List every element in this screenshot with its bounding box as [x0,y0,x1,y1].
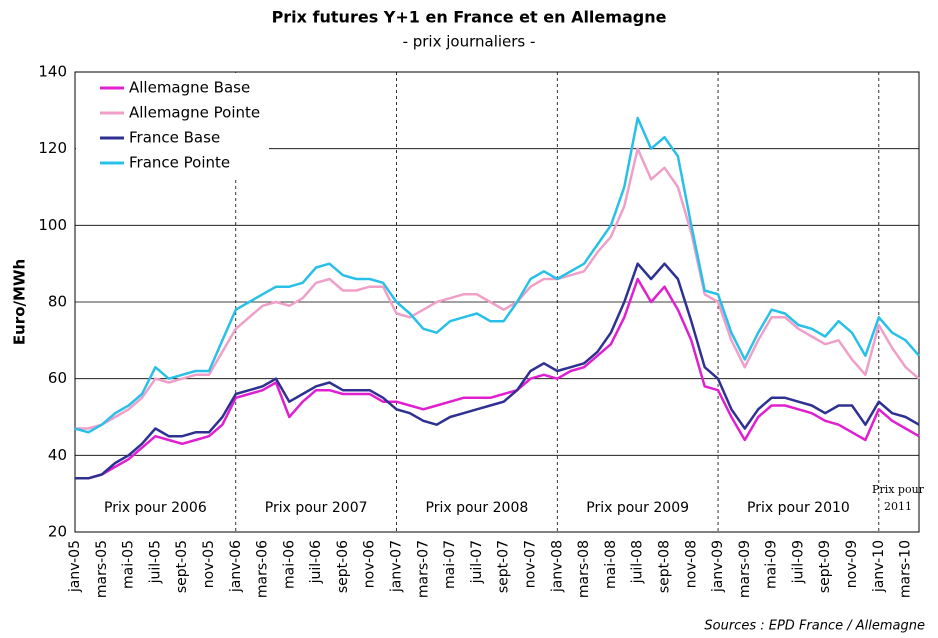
annotation: Prix pour 2008 [426,500,529,516]
series-line [75,147,920,430]
x-tick-label: janv-06 [228,540,244,593]
x-tick-label: nov-09 [844,540,860,588]
x-tick-label: juil-08 [630,540,646,584]
y-tick-label: 20 [48,523,67,541]
legend-label: France Pointe [129,154,230,172]
x-tick-label: mai-09 [764,540,780,589]
chart-subtitle: - prix journaliers - [403,33,536,51]
annotation: Prix pour 2007 [265,500,368,516]
legend-label: Allemagne Pointe [129,104,260,122]
x-tick-label: mars-05 [94,540,110,598]
x-tick-label: nov-05 [201,540,217,588]
x-tick-label: sept-06 [335,540,351,593]
chart-title: Prix futures Y+1 en France et en Allemag… [272,8,667,27]
annotation: Prix pour 2009 [586,500,689,516]
x-tick-label: sept-07 [496,540,512,593]
x-tick-label: janv-07 [389,540,405,593]
x-tick-label: sept-09 [817,540,833,593]
x-tick-label: mai-05 [121,540,137,589]
y-tick-label: 40 [48,446,67,464]
annotation: 2011 [884,500,912,513]
source: Sources : EPD France / Allemagne [704,619,925,634]
x-tick-label: mars-06 [255,540,271,598]
y-tick-label: 140 [38,63,67,81]
y-tick-label: 100 [38,216,67,234]
series-line [75,277,920,480]
annotation: Prix pour 2006 [104,500,207,516]
x-tick-label: janv-08 [549,540,565,593]
series-line [75,262,920,480]
legend-box [76,73,269,177]
x-tick-label: juil-07 [469,540,485,584]
x-tick-label: mai-06 [281,540,297,589]
x-tick-label: nov-07 [522,540,538,588]
x-tick-label: juil-09 [790,540,806,584]
x-tick-label: mars-07 [415,540,431,598]
y-tick-label: 80 [48,293,67,311]
y-tick-label: 120 [38,139,67,157]
x-tick-label: nov-06 [362,540,378,588]
x-tick-label: janv-09 [710,540,726,593]
series-line [74,116,920,434]
x-tick-label: janv-10 [871,540,887,593]
x-tick-label: nov-08 [683,540,699,588]
legend-label: Allemagne Base [129,79,250,97]
y-tick-label: 60 [48,369,67,387]
x-tick-label: sept-05 [174,540,190,593]
x-tick-label: janv-05 [67,540,83,593]
x-tick-label: mai-08 [603,540,619,589]
x-tick-label: juil-05 [147,540,163,584]
x-tick-label: mai-07 [442,540,458,589]
x-tick-label: mars-08 [576,540,592,598]
annotation: Prix pour [872,483,925,496]
x-tick-label: sept-08 [656,540,672,593]
legend-label: France Base [129,129,220,147]
x-tick-label: juil-06 [308,540,324,585]
x-tick-label: mars-10 [898,540,914,598]
y-axis-label: Euro/MWh [11,259,29,345]
annotation: Prix pour 2010 [747,500,850,516]
x-tick-label: mars-09 [737,540,753,598]
